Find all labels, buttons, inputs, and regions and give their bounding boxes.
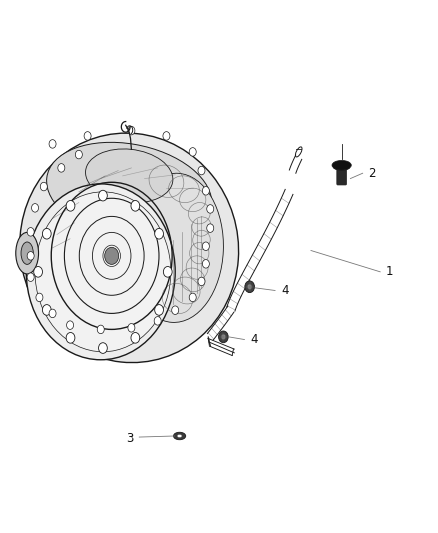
FancyBboxPatch shape xyxy=(337,168,346,185)
Text: 4: 4 xyxy=(250,333,258,346)
Ellipse shape xyxy=(35,192,171,352)
Circle shape xyxy=(105,247,119,264)
Circle shape xyxy=(189,293,196,302)
Circle shape xyxy=(58,164,65,172)
Circle shape xyxy=(99,343,107,353)
Circle shape xyxy=(27,228,34,236)
Circle shape xyxy=(207,205,214,213)
Text: 3: 3 xyxy=(127,432,134,445)
Circle shape xyxy=(154,317,161,325)
Ellipse shape xyxy=(177,434,182,438)
Circle shape xyxy=(32,204,39,212)
Circle shape xyxy=(163,132,170,140)
Circle shape xyxy=(34,266,42,277)
Circle shape xyxy=(40,182,47,191)
Circle shape xyxy=(97,325,104,334)
Ellipse shape xyxy=(85,149,173,203)
Ellipse shape xyxy=(333,165,350,170)
Ellipse shape xyxy=(173,432,186,440)
Circle shape xyxy=(66,200,75,211)
Circle shape xyxy=(198,277,205,286)
Circle shape xyxy=(99,190,107,201)
Text: 4: 4 xyxy=(281,284,289,297)
Circle shape xyxy=(198,166,205,175)
Circle shape xyxy=(247,284,252,289)
Circle shape xyxy=(84,132,91,140)
Circle shape xyxy=(42,229,51,239)
Circle shape xyxy=(128,324,135,332)
Ellipse shape xyxy=(46,142,212,241)
Circle shape xyxy=(221,334,226,340)
Circle shape xyxy=(128,126,135,135)
Circle shape xyxy=(67,321,74,329)
Circle shape xyxy=(207,224,214,232)
Circle shape xyxy=(155,229,163,239)
Circle shape xyxy=(27,252,34,260)
Circle shape xyxy=(42,305,51,316)
Circle shape xyxy=(163,266,172,277)
Ellipse shape xyxy=(332,160,351,170)
Text: 1: 1 xyxy=(386,265,394,278)
Circle shape xyxy=(131,200,140,211)
Circle shape xyxy=(219,331,228,343)
Circle shape xyxy=(49,140,56,148)
Circle shape xyxy=(202,187,209,195)
Circle shape xyxy=(27,273,34,281)
Ellipse shape xyxy=(26,184,175,360)
Circle shape xyxy=(202,242,209,251)
Circle shape xyxy=(202,260,209,268)
Ellipse shape xyxy=(20,133,239,362)
Circle shape xyxy=(49,309,56,318)
Circle shape xyxy=(36,293,43,302)
Text: 2: 2 xyxy=(368,167,376,180)
Ellipse shape xyxy=(16,232,39,274)
Circle shape xyxy=(66,333,75,343)
Ellipse shape xyxy=(21,242,33,264)
Circle shape xyxy=(172,306,179,314)
Circle shape xyxy=(245,281,254,293)
Ellipse shape xyxy=(127,173,223,322)
Circle shape xyxy=(75,150,82,159)
Circle shape xyxy=(189,148,196,156)
Circle shape xyxy=(131,333,140,343)
Circle shape xyxy=(155,305,163,316)
